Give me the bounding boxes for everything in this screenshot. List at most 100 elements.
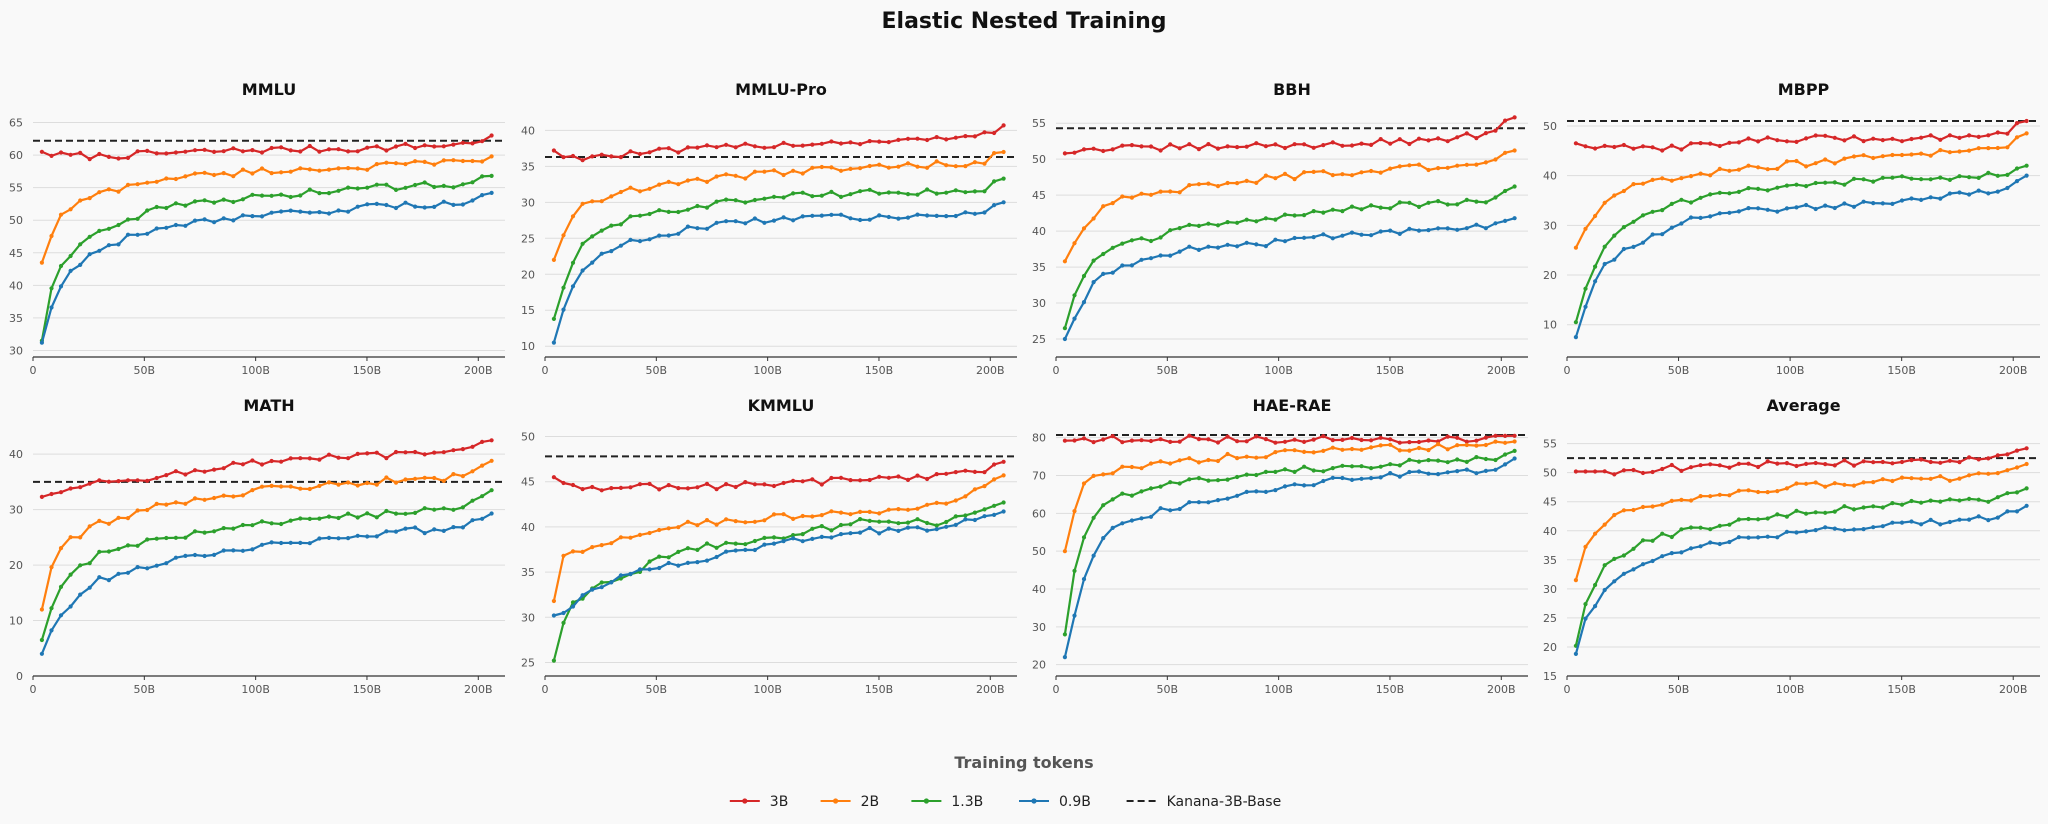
data-point bbox=[422, 143, 427, 148]
data-point bbox=[1215, 146, 1221, 151]
data-point bbox=[972, 211, 978, 216]
data-point bbox=[279, 459, 284, 464]
series-1-3b bbox=[1573, 486, 2029, 648]
data-point bbox=[1263, 489, 1268, 494]
data-point bbox=[1225, 242, 1230, 247]
data-point bbox=[97, 248, 102, 253]
data-point bbox=[618, 189, 624, 195]
data-point bbox=[135, 232, 140, 237]
data-point bbox=[838, 141, 844, 146]
data-point bbox=[1206, 142, 1211, 147]
data-point bbox=[1832, 180, 1837, 185]
data-point bbox=[250, 192, 255, 197]
data-point bbox=[1823, 510, 1828, 515]
data-point bbox=[1359, 207, 1364, 212]
data-point bbox=[1593, 264, 1598, 269]
panel-title-mbpp: MBPP bbox=[1778, 80, 1830, 99]
data-point bbox=[154, 563, 159, 568]
data-point bbox=[1101, 536, 1106, 541]
data-point bbox=[202, 497, 207, 502]
data-point bbox=[1947, 150, 1952, 155]
data-point bbox=[1784, 529, 1789, 534]
data-point bbox=[1129, 464, 1134, 470]
data-point bbox=[1503, 118, 1508, 123]
data-point bbox=[1746, 535, 1751, 540]
data-point bbox=[858, 530, 863, 535]
data-point bbox=[1717, 190, 1722, 195]
x-tick-label: 200B bbox=[464, 683, 493, 696]
data-point bbox=[685, 145, 691, 150]
data-point bbox=[1072, 613, 1077, 618]
data-point bbox=[1388, 442, 1393, 447]
data-point bbox=[1091, 146, 1096, 151]
data-point bbox=[1388, 141, 1393, 146]
data-point bbox=[259, 462, 265, 467]
data-point bbox=[953, 498, 958, 503]
data-point bbox=[1474, 222, 1479, 227]
data-point bbox=[1378, 229, 1383, 234]
data-point bbox=[269, 483, 274, 488]
data-point bbox=[125, 232, 131, 237]
data-point bbox=[1273, 237, 1278, 242]
data-point bbox=[1254, 489, 1259, 494]
data-point bbox=[1292, 482, 1297, 487]
data-point bbox=[164, 205, 169, 211]
data-point bbox=[231, 460, 236, 465]
data-point bbox=[1177, 458, 1182, 463]
data-point bbox=[422, 205, 427, 210]
legend-label: 3B bbox=[770, 794, 789, 810]
data-point bbox=[1120, 263, 1125, 268]
data-point bbox=[972, 134, 978, 139]
data-point bbox=[1640, 181, 1646, 186]
data-point bbox=[1091, 515, 1096, 520]
data-point bbox=[1947, 458, 1952, 463]
data-point bbox=[992, 179, 997, 184]
data-point bbox=[1995, 145, 2000, 151]
data-point bbox=[279, 209, 284, 214]
data-point bbox=[1947, 497, 1952, 502]
data-point bbox=[944, 524, 949, 529]
data-point bbox=[829, 139, 834, 144]
data-point bbox=[1101, 437, 1106, 442]
data-point bbox=[1302, 142, 1307, 147]
y-tick-label: 25 bbox=[521, 656, 535, 669]
data-point bbox=[982, 189, 987, 194]
data-point bbox=[460, 505, 465, 510]
data-point bbox=[355, 204, 360, 209]
data-point bbox=[1832, 135, 1837, 140]
data-point bbox=[1292, 448, 1297, 453]
data-point bbox=[1823, 157, 1828, 162]
data-point bbox=[685, 486, 691, 491]
data-point bbox=[1416, 162, 1422, 167]
data-point bbox=[1775, 512, 1780, 517]
data-point bbox=[1072, 150, 1077, 155]
data-point bbox=[202, 469, 207, 474]
data-point bbox=[78, 150, 83, 155]
data-point bbox=[1330, 207, 1335, 212]
data-point bbox=[1359, 170, 1364, 175]
data-point bbox=[1196, 476, 1201, 481]
data-point bbox=[714, 554, 719, 560]
y-tick-label: 25 bbox=[1032, 333, 1046, 346]
data-point bbox=[1861, 459, 1866, 464]
data-point bbox=[2024, 173, 2029, 178]
data-point bbox=[647, 481, 652, 486]
data-point bbox=[365, 202, 370, 207]
data-point bbox=[714, 545, 719, 550]
data-point bbox=[1602, 469, 1607, 474]
data-point bbox=[1765, 534, 1770, 539]
data-point bbox=[733, 173, 738, 178]
x-tick-label: 200B bbox=[976, 364, 1005, 377]
data-point bbox=[1832, 161, 1837, 166]
data-point bbox=[1842, 156, 1847, 161]
data-point bbox=[1455, 457, 1460, 462]
data-point bbox=[1244, 178, 1249, 183]
data-point bbox=[609, 249, 614, 254]
data-point bbox=[1573, 578, 1578, 583]
data-point bbox=[1995, 453, 2000, 458]
data-point bbox=[1493, 433, 1498, 438]
data-point bbox=[1359, 232, 1364, 237]
data-point bbox=[97, 228, 102, 233]
data-point bbox=[963, 468, 968, 473]
data-point bbox=[1890, 201, 1895, 206]
